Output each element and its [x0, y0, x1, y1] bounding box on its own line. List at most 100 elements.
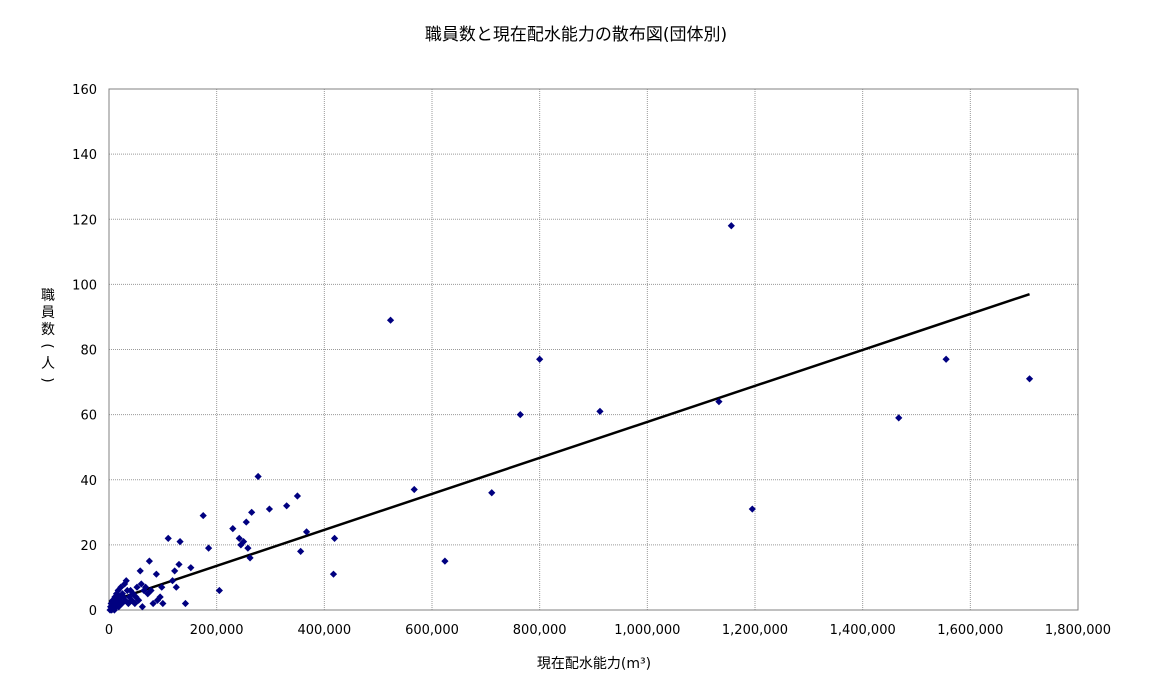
data-point — [156, 593, 164, 601]
data-point — [115, 603, 123, 611]
data-point — [204, 544, 213, 552]
data-point — [1025, 375, 1034, 383]
data-point — [895, 414, 903, 422]
data-point — [265, 505, 274, 513]
data-point — [172, 583, 180, 591]
x-tick-label: 1,600,000 — [937, 623, 1003, 638]
trendline — [108, 292, 1030, 604]
data-point — [135, 596, 143, 604]
x-tick-label: 1,200,000 — [722, 623, 788, 638]
y-axis-title-char: ( — [39, 343, 55, 348]
data-point — [149, 599, 157, 608]
data-point — [121, 580, 129, 588]
x-tick-label: 0 — [105, 623, 113, 638]
data-point — [283, 502, 291, 510]
data-point — [248, 508, 256, 516]
data-point — [153, 596, 162, 604]
data-point — [110, 606, 118, 614]
data-point — [142, 583, 150, 591]
data-point — [302, 528, 311, 536]
x-tick-label: 800,000 — [513, 623, 567, 638]
y-tick-label: 100 — [72, 278, 97, 293]
y-tick-label: 0 — [89, 604, 97, 619]
x-tick-label: 1,800,000 — [1045, 623, 1111, 638]
data-point — [137, 580, 145, 588]
data-point — [136, 567, 144, 575]
x-tick-label: 600,000 — [405, 623, 459, 638]
data-point — [727, 222, 735, 230]
data-point — [246, 554, 254, 562]
data-point — [168, 577, 177, 585]
x-tick-label: 400,000 — [297, 623, 351, 638]
data-point — [115, 593, 123, 601]
data-point — [410, 485, 418, 494]
y-axis-title-char: 数 — [41, 322, 55, 338]
data-point — [145, 557, 153, 565]
data-point — [330, 534, 339, 542]
data-point — [441, 557, 449, 565]
data-point — [715, 398, 723, 406]
data-point — [239, 538, 248, 546]
data-point — [138, 603, 146, 611]
data-point — [176, 538, 184, 546]
chart-title: 職員数と現在配水能力の散布図(団体別) — [425, 25, 727, 45]
data-point — [187, 564, 195, 572]
data-point — [112, 590, 121, 598]
y-tick-label: 160 — [72, 83, 97, 98]
x-tick-label: 1,000,000 — [614, 623, 680, 638]
y-tick-label: 60 — [80, 409, 97, 424]
data-point — [942, 355, 950, 363]
data-point — [242, 518, 250, 526]
data-point — [152, 570, 160, 578]
data-point — [118, 599, 126, 608]
y-tick-label: 120 — [72, 213, 97, 228]
data-point — [329, 570, 338, 578]
y-tick-label: 20 — [80, 539, 97, 554]
plot-area-border — [108, 88, 1079, 611]
data-point — [132, 593, 140, 601]
data-point — [181, 599, 190, 608]
data-point — [159, 599, 167, 608]
y-tick-label: 80 — [80, 344, 97, 359]
y-tick-label: 140 — [72, 148, 97, 163]
data-point — [386, 316, 395, 324]
y-axis-title-char: 人 — [41, 356, 55, 372]
y-axis-title-char: ) — [39, 377, 55, 382]
data-point — [215, 586, 223, 595]
data-point — [293, 492, 302, 500]
y-tick-label: 40 — [80, 474, 97, 489]
data-point — [596, 407, 604, 415]
x-tick-label: 1,400,000 — [830, 623, 896, 638]
y-axis-title-char: 職 — [41, 288, 55, 304]
data-point — [229, 524, 237, 533]
data-point — [147, 586, 155, 595]
data-point — [536, 355, 544, 363]
y-axis-title: 職員数 ( 人) — [39, 288, 55, 383]
data-point — [488, 489, 496, 497]
x-tick-label: 200,000 — [190, 623, 244, 638]
data-point — [199, 511, 207, 520]
data-point — [158, 583, 166, 591]
data-point — [175, 560, 183, 569]
data-point — [171, 567, 179, 575]
data-point — [164, 534, 172, 542]
data-point — [244, 544, 252, 552]
x-axis-tick-labels: 0 200,000 400,000 600,000 800,000 1,000,000 1,… — [105, 623, 1111, 638]
data-point — [133, 583, 141, 591]
y-axis-tick-labels: 0 20 40 60 80 100 120 140 160 — [72, 83, 97, 619]
data-point — [297, 547, 305, 555]
data-point — [119, 593, 128, 601]
x-axis-title: 現在配水能力(m³) — [537, 656, 651, 672]
data-point — [748, 505, 756, 513]
gridlines — [109, 89, 1078, 610]
data-point — [516, 411, 524, 419]
data-points — [106, 222, 1034, 614]
data-point — [122, 577, 130, 585]
y-axis-title-char: 員 — [41, 305, 55, 321]
data-point — [254, 472, 262, 481]
data-point — [235, 534, 243, 542]
data-point — [114, 586, 122, 595]
